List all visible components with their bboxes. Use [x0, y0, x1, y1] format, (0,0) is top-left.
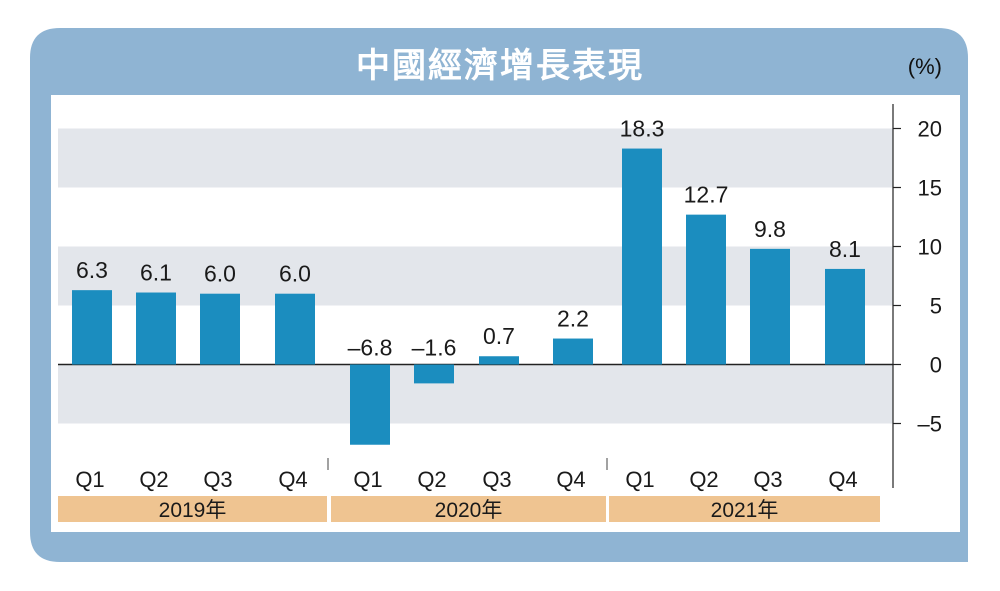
value-label: 6.0 [279, 261, 311, 287]
category-labels: Q1 Q2 Q3 Q4 Q1 Q2 Q3 Q4 Q1 Q2 Q3 Q4 [75, 467, 857, 492]
category-label: Q3 [203, 467, 232, 492]
value-label: 6.1 [140, 260, 172, 286]
grid-band [58, 364, 893, 424]
bar [72, 290, 112, 365]
value-label: –6.8 [348, 335, 393, 361]
bar [553, 338, 593, 365]
bar [136, 292, 176, 365]
y-tick-label: 5 [930, 294, 942, 319]
category-label: Q4 [828, 467, 857, 492]
category-label: Q3 [753, 467, 782, 492]
bar [414, 364, 454, 384]
value-labels: 6.3 6.1 6.0 6.0 –6.8 –1.6 0.7 2.2 18.3 12.7 9.8 8.1 [76, 116, 861, 361]
bar [479, 356, 519, 365]
year-label: 2019年 [159, 499, 227, 522]
category-label: Q2 [139, 467, 168, 492]
value-label: 8.1 [829, 236, 861, 262]
value-label: 12.7 [684, 182, 729, 208]
year-band [331, 496, 606, 522]
y-tick-label: 15 [918, 176, 942, 201]
value-label: 6.0 [204, 261, 236, 287]
year-band [58, 496, 327, 522]
y-tick-label: 0 [930, 353, 942, 378]
category-label: Q2 [689, 467, 718, 492]
bar [750, 248, 790, 365]
bar [350, 364, 390, 445]
category-label: Q1 [353, 467, 382, 492]
unit-label: (%) [907, 54, 942, 79]
bar [622, 148, 662, 365]
bars [72, 148, 865, 445]
bar [686, 214, 726, 365]
year-label: 2021年 [711, 499, 779, 522]
value-label: 0.7 [483, 323, 515, 349]
y-tick-label: 20 [918, 117, 942, 142]
category-label: Q2 [417, 467, 446, 492]
bar [200, 293, 240, 365]
chart-title: 中國經濟增長表現 [356, 46, 644, 86]
value-label: 6.3 [76, 257, 108, 283]
bar [275, 293, 315, 365]
grid-band [58, 128, 893, 188]
value-label: 9.8 [754, 216, 786, 242]
value-label: –1.6 [412, 335, 457, 361]
category-label: Q1 [625, 467, 654, 492]
year-label: 2020年 [435, 499, 503, 522]
bar [825, 268, 865, 365]
value-label: 18.3 [620, 116, 665, 142]
category-label: Q3 [482, 467, 511, 492]
year-labels: 2019年 2020年 2021年 [58, 496, 880, 522]
year-band [609, 496, 880, 522]
category-label: Q1 [75, 467, 104, 492]
y-tick-label: 10 [918, 235, 942, 260]
y-tick-label: –5 [918, 412, 942, 437]
category-label: Q4 [556, 467, 585, 492]
value-label: 2.2 [557, 306, 589, 332]
category-label: Q4 [278, 467, 307, 492]
